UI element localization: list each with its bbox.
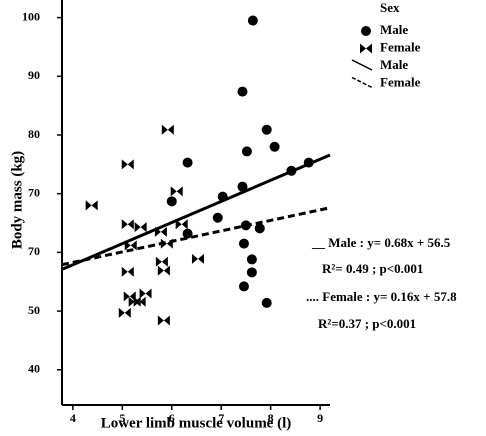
y-tick-label: 40 xyxy=(28,362,40,376)
point xyxy=(246,267,257,278)
point xyxy=(121,159,134,170)
point xyxy=(247,15,258,26)
x-tick-label: 9 xyxy=(317,411,323,425)
y-axis-label: Body mass (kg) xyxy=(9,151,25,249)
legend-line xyxy=(351,76,373,89)
legend-title: Sex xyxy=(380,0,400,15)
point xyxy=(166,196,177,207)
legend-label: Female xyxy=(380,39,421,54)
point xyxy=(161,124,174,135)
x-tick-label: 6 xyxy=(169,411,175,425)
point xyxy=(212,212,223,223)
regression-line xyxy=(61,153,331,271)
point xyxy=(261,124,272,135)
legend-marker xyxy=(361,26,371,36)
point xyxy=(170,186,183,197)
regression-line xyxy=(61,206,331,267)
point xyxy=(157,315,170,326)
point xyxy=(269,141,280,152)
annotation: .... Female : y= 0.16x + 57.8 xyxy=(306,289,457,304)
y-tick-label: 70 xyxy=(28,185,40,199)
legend-line xyxy=(351,59,373,71)
annotation: __ Male : y= 0.68x + 56.5 xyxy=(311,235,451,250)
point xyxy=(182,157,193,168)
y-tick-label: 70 xyxy=(28,244,40,258)
annotation: R²=0.37 ; p<0.001 xyxy=(318,316,416,331)
point xyxy=(182,228,193,239)
point xyxy=(254,223,265,234)
point xyxy=(133,296,146,307)
point xyxy=(155,256,168,267)
point xyxy=(238,281,249,292)
point xyxy=(237,86,248,97)
x-axis-label: Lower limb muscle volume (l) xyxy=(101,415,292,431)
point xyxy=(237,181,248,192)
y-tick-label: 80 xyxy=(28,127,40,141)
point xyxy=(128,296,141,307)
point xyxy=(121,219,134,230)
point xyxy=(121,266,134,277)
point xyxy=(139,288,152,299)
y-tick-label: 100 xyxy=(22,9,40,23)
point xyxy=(191,253,204,264)
y-tick-label: 90 xyxy=(28,68,40,82)
point xyxy=(241,146,252,157)
legend-marker xyxy=(360,43,372,54)
point xyxy=(123,291,136,302)
point xyxy=(175,219,188,230)
legend-label: Male xyxy=(380,22,408,37)
legend-label: Male xyxy=(380,57,408,72)
point xyxy=(261,297,272,308)
point xyxy=(134,222,147,233)
x-tick-label: 8 xyxy=(268,411,274,425)
point xyxy=(118,307,131,318)
point xyxy=(246,254,257,265)
x-tick-label: 7 xyxy=(218,411,224,425)
x-tick-label: 5 xyxy=(119,411,125,425)
annotation: R²= 0.49 ; p<0.001 xyxy=(322,261,423,276)
point xyxy=(85,200,98,211)
legend-label: Female xyxy=(380,74,421,89)
x-tick-label: 4 xyxy=(70,411,76,425)
point xyxy=(238,238,249,249)
y-tick-label: 50 xyxy=(28,303,40,317)
point xyxy=(157,265,170,276)
